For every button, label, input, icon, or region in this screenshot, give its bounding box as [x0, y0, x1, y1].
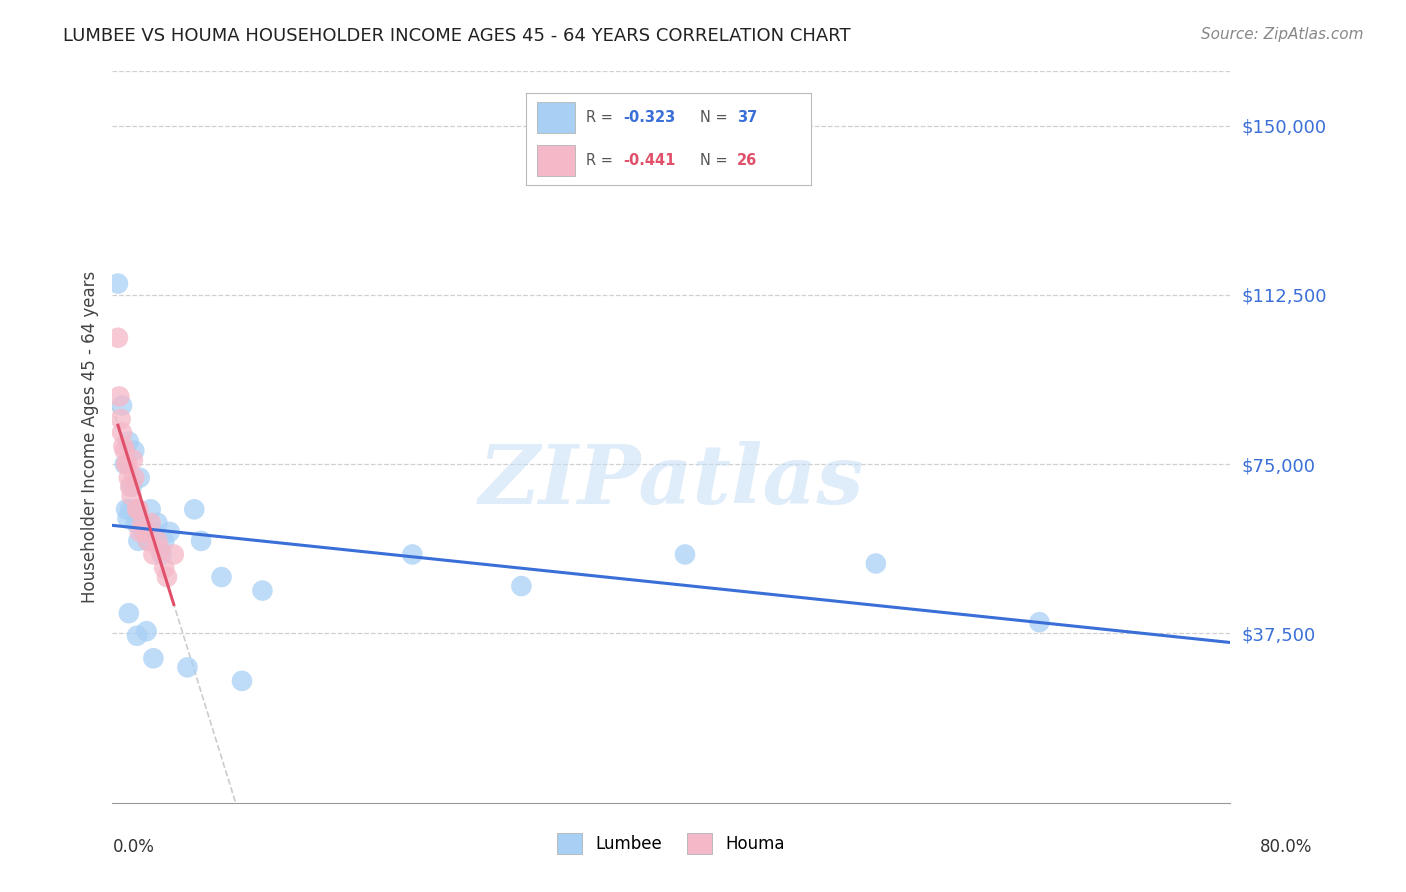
- Point: [159, 524, 181, 539]
- Point: [153, 561, 176, 575]
- Point: [111, 399, 134, 413]
- Point: [114, 457, 136, 471]
- Text: ZIPatlas: ZIPatlas: [478, 441, 865, 521]
- Point: [673, 548, 696, 562]
- Point: [139, 502, 162, 516]
- Point: [163, 548, 186, 562]
- Point: [142, 548, 165, 562]
- Point: [112, 439, 135, 453]
- Point: [136, 533, 159, 548]
- Point: [211, 570, 233, 584]
- Point: [110, 412, 132, 426]
- Point: [510, 579, 533, 593]
- Point: [865, 557, 887, 571]
- Point: [131, 516, 153, 530]
- Point: [107, 277, 129, 291]
- Point: [146, 533, 169, 548]
- Point: [118, 434, 141, 449]
- Point: [131, 516, 153, 530]
- Point: [128, 471, 150, 485]
- Point: [124, 443, 146, 458]
- Point: [153, 533, 176, 548]
- Point: [176, 660, 198, 674]
- Point: [149, 543, 172, 558]
- Text: Source: ZipAtlas.com: Source: ZipAtlas.com: [1201, 27, 1364, 42]
- Point: [134, 524, 156, 539]
- Point: [142, 524, 165, 539]
- Point: [120, 502, 142, 516]
- Point: [128, 524, 150, 539]
- Point: [115, 502, 138, 516]
- Point: [118, 606, 141, 620]
- Point: [107, 331, 129, 345]
- Point: [124, 516, 146, 530]
- Point: [146, 516, 169, 530]
- Text: 0.0%: 0.0%: [112, 838, 155, 855]
- Point: [118, 471, 141, 485]
- Point: [183, 502, 205, 516]
- Point: [139, 516, 162, 530]
- Point: [134, 524, 156, 539]
- Point: [121, 480, 143, 494]
- Text: LUMBEE VS HOUMA HOUSEHOLDER INCOME AGES 45 - 64 YEARS CORRELATION CHART: LUMBEE VS HOUMA HOUSEHOLDER INCOME AGES …: [63, 27, 851, 45]
- Point: [124, 471, 146, 485]
- Point: [125, 502, 148, 516]
- Text: 80.0%: 80.0%: [1260, 838, 1313, 855]
- Point: [231, 673, 253, 688]
- Point: [120, 480, 142, 494]
- Point: [121, 489, 143, 503]
- Point: [125, 502, 148, 516]
- Point: [142, 651, 165, 665]
- Point: [190, 533, 212, 548]
- Point: [111, 425, 134, 440]
- Point: [136, 533, 159, 548]
- Point: [122, 452, 145, 467]
- Legend: Lumbee, Houma: Lumbee, Houma: [551, 827, 792, 860]
- Point: [114, 443, 136, 458]
- Point: [127, 533, 149, 548]
- Point: [117, 457, 139, 471]
- Point: [117, 511, 139, 525]
- Point: [156, 570, 179, 584]
- Point: [150, 548, 173, 562]
- Point: [127, 502, 149, 516]
- Point: [401, 548, 423, 562]
- Point: [108, 389, 131, 403]
- Point: [115, 457, 138, 471]
- Point: [125, 629, 148, 643]
- Y-axis label: Householder Income Ages 45 - 64 years: Householder Income Ages 45 - 64 years: [80, 271, 98, 603]
- Point: [135, 624, 157, 639]
- Point: [1028, 615, 1050, 630]
- Point: [252, 583, 274, 598]
